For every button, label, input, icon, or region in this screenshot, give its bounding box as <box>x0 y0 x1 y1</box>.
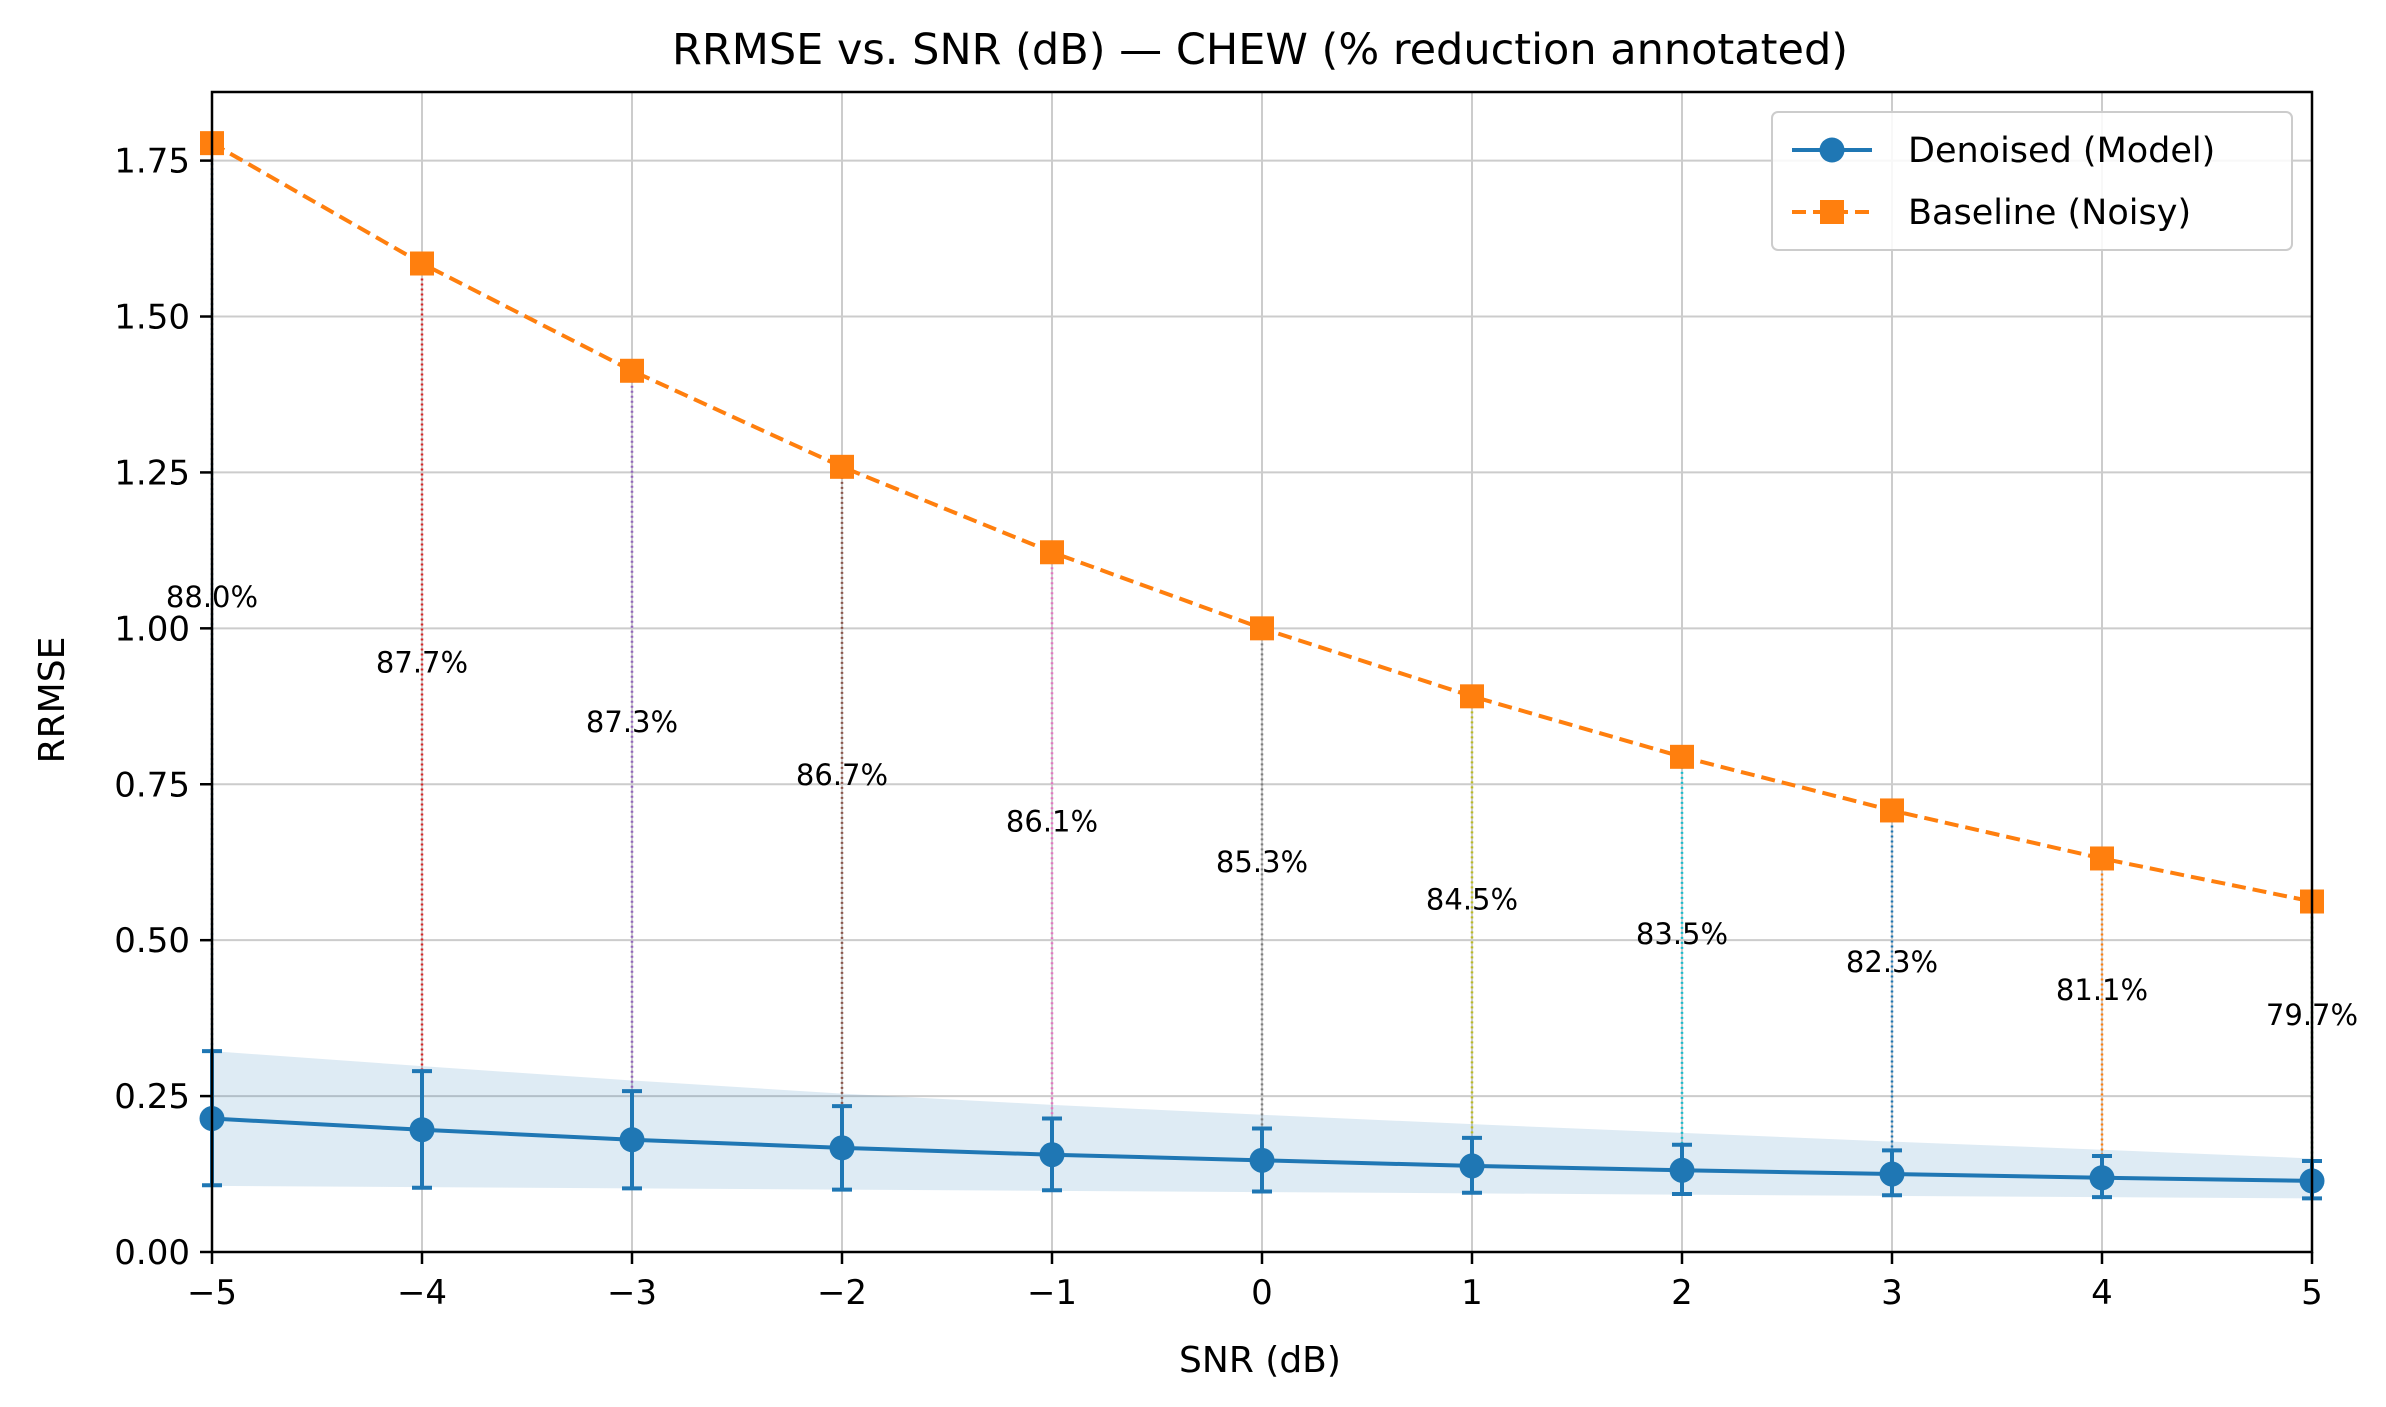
baseline-point <box>830 454 854 479</box>
reduction-label: 87.7% <box>376 646 468 680</box>
y-tick-label: 1.75 <box>114 142 190 182</box>
axes <box>200 90 2314 1264</box>
denoised-point <box>1039 1142 1065 1168</box>
y-tick-label: 0.00 <box>114 1233 190 1273</box>
legend-marker <box>1819 137 1845 163</box>
legend-label: Denoised (Model) <box>1908 131 2215 171</box>
y-tick-label: 1.00 <box>114 609 190 649</box>
y-tick-label: 0.50 <box>114 921 190 961</box>
reduction-label: 83.5% <box>1636 917 1728 951</box>
legend-entry-baseline: Baseline (Noisy) <box>1792 193 2191 233</box>
reduction-label: 82.3% <box>1846 945 1938 979</box>
denoised-point <box>1249 1147 1275 1173</box>
x-tick-label: −5 <box>187 1273 237 1313</box>
x-tick-label: −4 <box>397 1273 447 1313</box>
reduction-label: 81.1% <box>2056 973 2148 1007</box>
tick-labels: −5 −4 −3 −2 −1 0 1 2 3 4 5 0.00 0.25 0.50 0.75 1.00 1.25… <box>114 142 2323 1313</box>
x-tick-label: 0 <box>1251 1273 1273 1313</box>
x-tick-label: 4 <box>2091 1273 2113 1313</box>
denoised-point <box>1879 1161 1905 1187</box>
denoised-point <box>2089 1165 2115 1191</box>
x-tick-label: 2 <box>1671 1273 1693 1313</box>
baseline-point <box>1460 684 1484 709</box>
x-tick-label: 3 <box>1881 1273 1903 1313</box>
x-tick-label: 5 <box>2301 1273 2323 1313</box>
reduction-label: 84.5% <box>1426 883 1518 917</box>
reduction-label: 86.1% <box>1006 805 1098 839</box>
baseline-point <box>2090 846 2114 871</box>
legend-entry-denoised: Denoised (Model) <box>1792 131 2215 171</box>
legend-label: Baseline (Noisy) <box>1908 193 2191 233</box>
baseline-point <box>1040 540 1064 565</box>
baseline-point <box>1250 616 1274 641</box>
x-tick-label: −2 <box>817 1273 867 1313</box>
y-tick-label: 1.25 <box>114 453 190 493</box>
reduction-label: 87.3% <box>586 705 678 739</box>
baseline-point <box>1670 744 1694 769</box>
denoised-point <box>1669 1157 1695 1183</box>
legend-box <box>1771 111 2293 251</box>
reduction-label: 85.3% <box>1216 845 1308 879</box>
legend-marker <box>1820 200 1844 224</box>
x-tick-label: −3 <box>607 1273 657 1313</box>
baseline-point <box>1880 798 1904 823</box>
legend: Denoised (Model) Baseline (Noisy) <box>1771 111 2293 251</box>
denoised-point <box>1459 1153 1485 1179</box>
x-tick-label: −1 <box>1027 1273 1077 1313</box>
denoised-point <box>619 1127 645 1153</box>
y-tick-label: 0.75 <box>114 765 190 805</box>
baseline-point <box>620 358 644 383</box>
reduction-label: 86.7% <box>796 758 888 792</box>
baseline-point <box>410 251 434 276</box>
denoised-point <box>409 1117 435 1143</box>
y-tick-label: 0.25 <box>114 1077 190 1117</box>
y-tick-label: 1.50 <box>114 298 190 338</box>
x-axis-label: SNR (dB) <box>1179 1340 1341 1381</box>
x-tick-label: 1 <box>1461 1273 1483 1313</box>
denoised-point <box>829 1135 855 1161</box>
chart-title: RRMSE vs. SNR (dB) — CHEW (% reduction a… <box>672 25 1848 75</box>
y-axis-label: RRMSE <box>32 637 73 764</box>
